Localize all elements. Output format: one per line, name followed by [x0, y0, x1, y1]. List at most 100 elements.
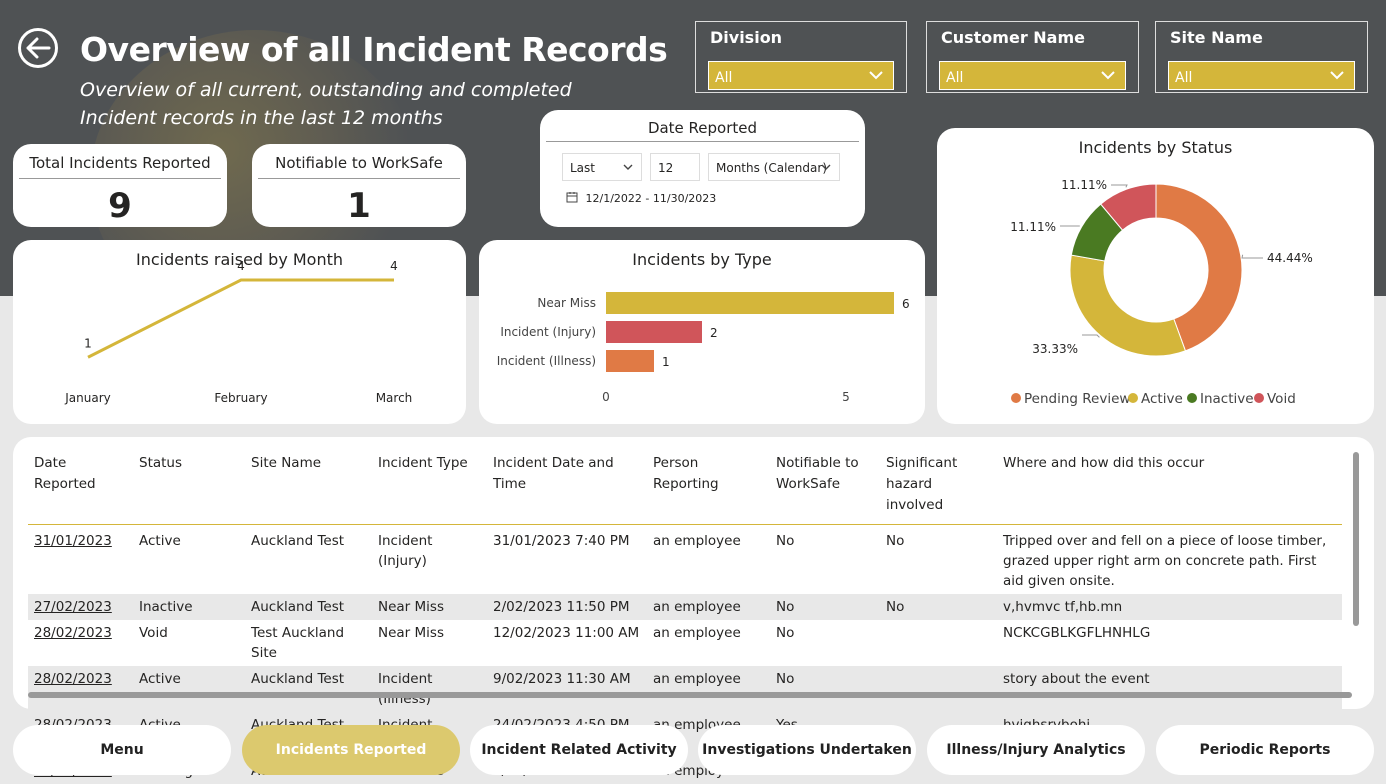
x-tick-january: January [64, 391, 111, 405]
legend-label-active: Active [1141, 391, 1183, 407]
date-link[interactable]: 28/02/2023 [34, 625, 112, 641]
data-label-january: 1 [84, 336, 92, 350]
column-header[interactable]: Person Reporting [647, 445, 770, 525]
table-cell: Auckland Test [245, 666, 372, 712]
table-cell: No [886, 533, 905, 549]
type-bar-chart: Near Miss 6 Incident (Injury) 2 Incident (Il… [497, 292, 910, 404]
site-dropdown-value: All [1175, 70, 1193, 86]
column-header[interactable]: Notifiable to WorkSafe [770, 445, 880, 525]
customer-filter: Customer Name All [926, 21, 1139, 93]
period-count-input[interactable]: 12 [650, 153, 700, 181]
relative-select[interactable]: Last [562, 153, 642, 181]
table-cell: Tripped over and fell on a piece of loos… [1003, 533, 1327, 589]
back-button[interactable] [18, 28, 58, 68]
table-cell [880, 666, 997, 712]
horizontal-scrollbar[interactable] [28, 692, 1352, 698]
table-cell: Auckland Test [251, 533, 345, 549]
status-donut-chart: 44.44% 33.33% 11.11% 11.11% Pending Review Ac… [1010, 178, 1313, 407]
data-label-march: 4 [390, 259, 398, 273]
table-cell [880, 620, 997, 666]
x-tick-february: February [214, 391, 267, 405]
calendar-icon [566, 192, 578, 203]
divider [19, 178, 221, 179]
status-chart-card: Incidents by Status 44.44% 33.33% 11.11% 11… [937, 128, 1374, 424]
table-cell: Auckland Test [245, 594, 372, 620]
table-cell: an employee [647, 594, 770, 620]
table-cell: Incident (Injury) [378, 533, 433, 569]
category-label-near-miss: Near Miss [537, 296, 596, 310]
x-tick-0: 0 [602, 390, 610, 404]
customer-dropdown[interactable]: All [939, 61, 1126, 90]
chevron-down-icon [821, 164, 831, 170]
chevron-down-icon [869, 71, 883, 80]
notifiable-value: 1 [347, 186, 371, 226]
column-header[interactable]: Significant hazard involved [880, 445, 997, 525]
date-reported-card: Date Reported Last 12 Months (Calendar) … [540, 110, 865, 227]
table-cell: Void [139, 625, 168, 641]
x-tick-5: 5 [842, 390, 850, 404]
table-cell: an employee [647, 666, 770, 712]
table-cell: 9/02/2023 11:30 AM [487, 666, 647, 712]
type-chart-title: Incidents by Type [632, 250, 772, 269]
table-cell: No [776, 533, 795, 549]
month-chart-card: Incidents raised by Month 1 4 4 January Febr… [13, 240, 466, 424]
table-cell: No [880, 594, 997, 620]
date-link[interactable]: 31/01/2023 [34, 533, 112, 549]
legend-label-inactive: Inactive [1200, 391, 1254, 407]
total-incidents-label: Total Incidents Reported [29, 154, 211, 172]
table-cell: v,hvmvc tf,hb.mn [997, 594, 1342, 620]
table-header-row: Date Reported Status Site Name Incident Typ… [28, 445, 1342, 525]
nav-button-investigations-undertaken[interactable]: Investigations Undertaken [698, 725, 916, 775]
table-row[interactable]: 31/01/2023 Active Auckland Test Incident (I… [28, 525, 1342, 595]
slice-active [1069, 254, 1187, 357]
legend-label-pending-review: Pending Review [1024, 391, 1130, 407]
column-header[interactable]: Status [133, 445, 245, 525]
division-dropdown[interactable]: All [708, 61, 894, 90]
column-header[interactable]: Date Reported [28, 445, 133, 525]
date-range-text: 12/1/2022 - 11/30/2023 [585, 192, 717, 205]
slice-void [1100, 183, 1157, 231]
nav-button-incidents-reported[interactable]: Incidents Reported [242, 725, 460, 775]
date-link[interactable]: 28/02/2023 [28, 666, 133, 712]
category-label-incident-injury: Incident (Injury) [500, 325, 596, 339]
category-label-incident-illness: Incident (Illness) [497, 354, 596, 368]
notifiable-label: Notifiable to WorkSafe [275, 154, 443, 172]
table-cell: Incident (Illness) [372, 666, 487, 712]
column-header[interactable]: Incident Type [372, 445, 487, 525]
nav-button-illness-injury-analytics[interactable]: Illness/Injury Analytics [927, 725, 1145, 775]
table-cell: Active [133, 666, 245, 712]
division-filter: Division All [695, 21, 907, 93]
table-row[interactable]: 28/02/2023 Void Test Auckland Site Near Mis… [28, 620, 1342, 666]
column-header[interactable]: Incident Date and Time [487, 445, 647, 525]
site-filter: Site Name All [1155, 21, 1368, 93]
nav-button-periodic-reports[interactable]: Periodic Reports [1156, 725, 1374, 775]
page-title: Overview of all Incident Records [80, 30, 668, 69]
type-chart-card: Incidents by Type Near Miss 6 Incident (In… [479, 240, 925, 424]
table-cell: No [776, 625, 795, 641]
bar-near-miss [606, 292, 894, 314]
leader-line-active [1082, 334, 1100, 338]
vertical-scrollbar[interactable] [1353, 452, 1359, 626]
table-cell: Active [139, 533, 181, 549]
bar-value-incident-injury: 2 [710, 326, 718, 340]
site-dropdown[interactable]: All [1168, 61, 1355, 90]
column-header[interactable]: Site Name [245, 445, 372, 525]
period-count-value: 12 [658, 161, 674, 175]
column-header[interactable]: Where and how did this occur [997, 445, 1342, 525]
chevron-down-icon [623, 164, 633, 170]
legend-dot-void [1254, 393, 1264, 403]
table-row[interactable]: 27/02/2023 Inactive Auckland Test Near Miss… [28, 594, 1342, 620]
date-range: 12/1/2022 - 11/30/2023 [566, 191, 716, 205]
slice-label-void: 11.11% [1061, 178, 1107, 192]
date-link[interactable]: 27/02/2023 [28, 594, 133, 620]
table-cell: Near Miss [378, 625, 444, 641]
nav-button-menu[interactable]: Menu [13, 725, 231, 775]
table-cell: No [770, 666, 880, 712]
slice-pending-review [1155, 183, 1243, 352]
nav-button-incident-related-activity[interactable]: Incident Related Activity [470, 725, 688, 775]
x-tick-march: March [376, 391, 413, 405]
bar-incident-injury [606, 321, 702, 343]
period-unit-select[interactable]: Months (Calendar) [708, 153, 840, 181]
month-series-line [87, 278, 394, 359]
